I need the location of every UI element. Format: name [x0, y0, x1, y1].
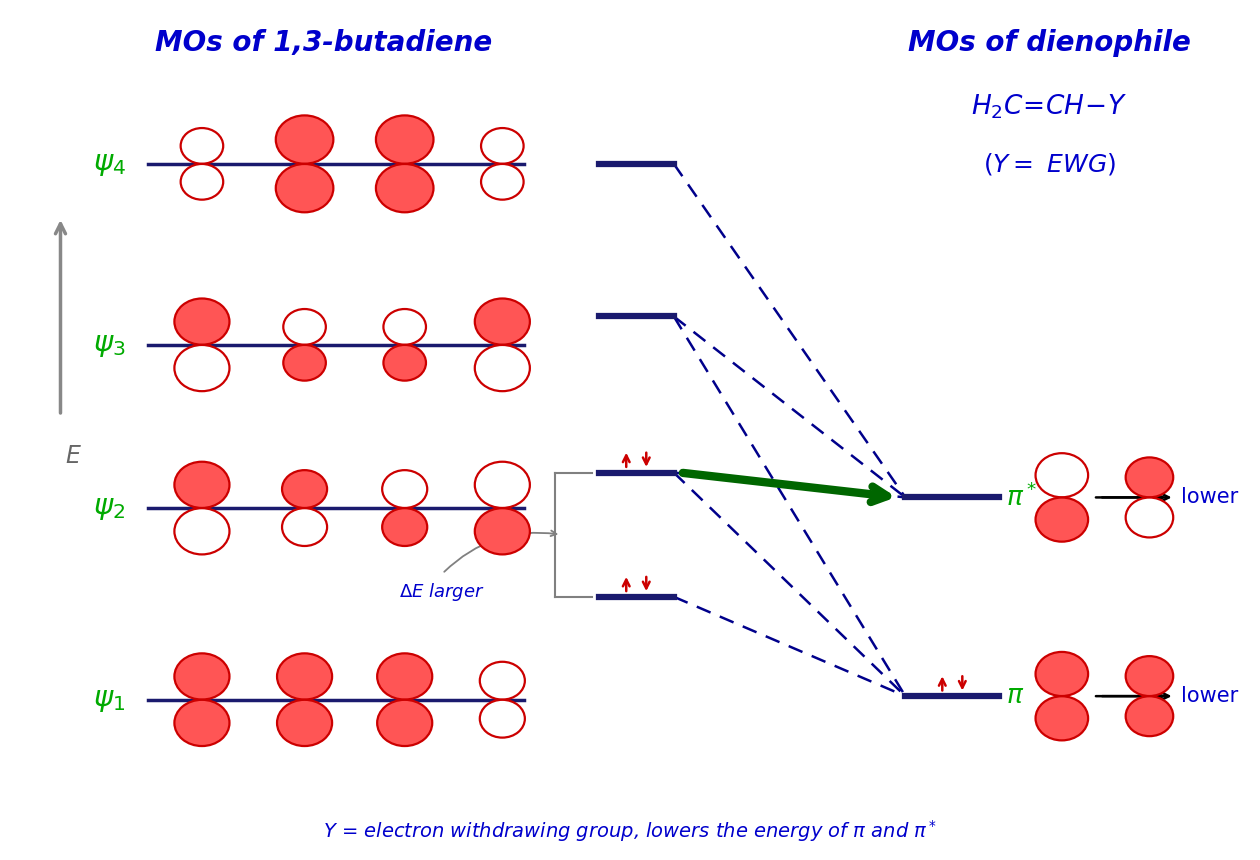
Ellipse shape [475, 298, 530, 345]
Ellipse shape [383, 345, 426, 381]
Text: $H_2C\!=\!CH\!-\!Y$: $H_2C\!=\!CH\!-\!Y$ [971, 93, 1128, 121]
Text: $(Y =\ EWG)$: $(Y =\ EWG)$ [983, 150, 1116, 177]
Ellipse shape [1036, 453, 1089, 497]
Ellipse shape [481, 164, 524, 200]
Ellipse shape [382, 508, 427, 546]
Ellipse shape [383, 309, 426, 345]
Text: lower: lower [1181, 488, 1239, 507]
Ellipse shape [180, 164, 223, 200]
Ellipse shape [1036, 498, 1089, 542]
Ellipse shape [377, 700, 432, 746]
Ellipse shape [1125, 697, 1173, 736]
Ellipse shape [180, 128, 223, 163]
Ellipse shape [284, 309, 326, 345]
Text: $\pi^*$: $\pi^*$ [1005, 483, 1037, 512]
Ellipse shape [475, 508, 530, 555]
Text: $\psi_3$: $\psi_3$ [93, 331, 126, 359]
Ellipse shape [375, 164, 433, 212]
Ellipse shape [475, 345, 530, 391]
Ellipse shape [1036, 697, 1089, 740]
Text: $\psi_4$: $\psi_4$ [93, 150, 126, 178]
Ellipse shape [1036, 652, 1089, 696]
Text: $Y$ = electron withdrawing group, lowers the energy of $\pi$ and $\pi^*$: $Y$ = electron withdrawing group, lowers… [323, 818, 937, 844]
Ellipse shape [480, 700, 525, 738]
Ellipse shape [277, 654, 333, 699]
Ellipse shape [284, 345, 326, 381]
Ellipse shape [1125, 656, 1173, 696]
Ellipse shape [480, 662, 525, 699]
Text: $\psi_1$: $\psi_1$ [93, 685, 126, 714]
Text: $\pi$: $\pi$ [1005, 683, 1023, 710]
Ellipse shape [174, 462, 229, 508]
Ellipse shape [174, 345, 229, 391]
Ellipse shape [277, 700, 333, 746]
Ellipse shape [174, 654, 229, 699]
Text: lower: lower [1181, 686, 1239, 706]
Ellipse shape [282, 470, 328, 508]
Ellipse shape [481, 128, 524, 163]
Ellipse shape [382, 470, 427, 508]
Ellipse shape [174, 508, 229, 555]
Text: $\psi_2$: $\psi_2$ [93, 494, 126, 522]
Text: MOs of dienophile: MOs of dienophile [908, 29, 1191, 58]
Ellipse shape [377, 654, 432, 699]
Ellipse shape [174, 700, 229, 746]
Ellipse shape [276, 115, 334, 163]
Ellipse shape [174, 298, 229, 345]
Ellipse shape [475, 462, 530, 508]
Text: MOs of 1,3-butadiene: MOs of 1,3-butadiene [155, 29, 491, 58]
Ellipse shape [1125, 498, 1173, 538]
Text: $\Delta E$ larger: $\Delta E$ larger [399, 580, 485, 603]
Text: $E$: $E$ [64, 445, 82, 468]
Ellipse shape [282, 508, 328, 546]
Ellipse shape [276, 164, 334, 212]
Ellipse shape [375, 115, 433, 163]
Ellipse shape [1125, 458, 1173, 497]
